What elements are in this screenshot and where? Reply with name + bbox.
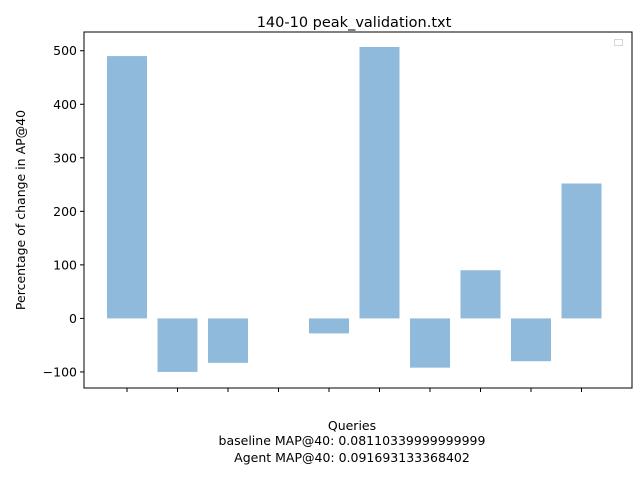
y-tick-label-500: 500 (53, 43, 77, 58)
bar-8 (461, 270, 501, 318)
y-tick-label-0: 0 (69, 311, 77, 326)
bar-1 (107, 56, 147, 318)
bars-group (107, 47, 602, 372)
bar-6 (360, 47, 400, 318)
legend-box (615, 40, 623, 46)
y-tick-label-300: 300 (53, 150, 77, 165)
y-tick-label-400: 400 (53, 97, 77, 112)
agent-map-label: Agent MAP@40: 0.091693133368402 (234, 450, 470, 465)
bar-7 (410, 318, 450, 367)
y-ticks: −100 0 100 200 300 400 500 (43, 43, 84, 379)
bar-5 (309, 318, 349, 333)
y-tick-label--100: −100 (43, 364, 77, 379)
x-ticks (127, 388, 582, 392)
baseline-map-label: baseline MAP@40: 0.08110339999999999 (219, 433, 486, 448)
chart-title: 140-10 peak_validation.txt (257, 15, 452, 31)
bar-2 (158, 318, 198, 372)
bar-10 (562, 184, 602, 319)
y-tick-label-200: 200 (53, 204, 77, 219)
bar-9 (511, 318, 551, 361)
bar-3 (208, 318, 248, 362)
x-axis-label: Queries (328, 418, 376, 433)
y-tick-label-100: 100 (53, 257, 77, 272)
y-axis-label: Percentage of change in AP@40 (13, 110, 28, 310)
